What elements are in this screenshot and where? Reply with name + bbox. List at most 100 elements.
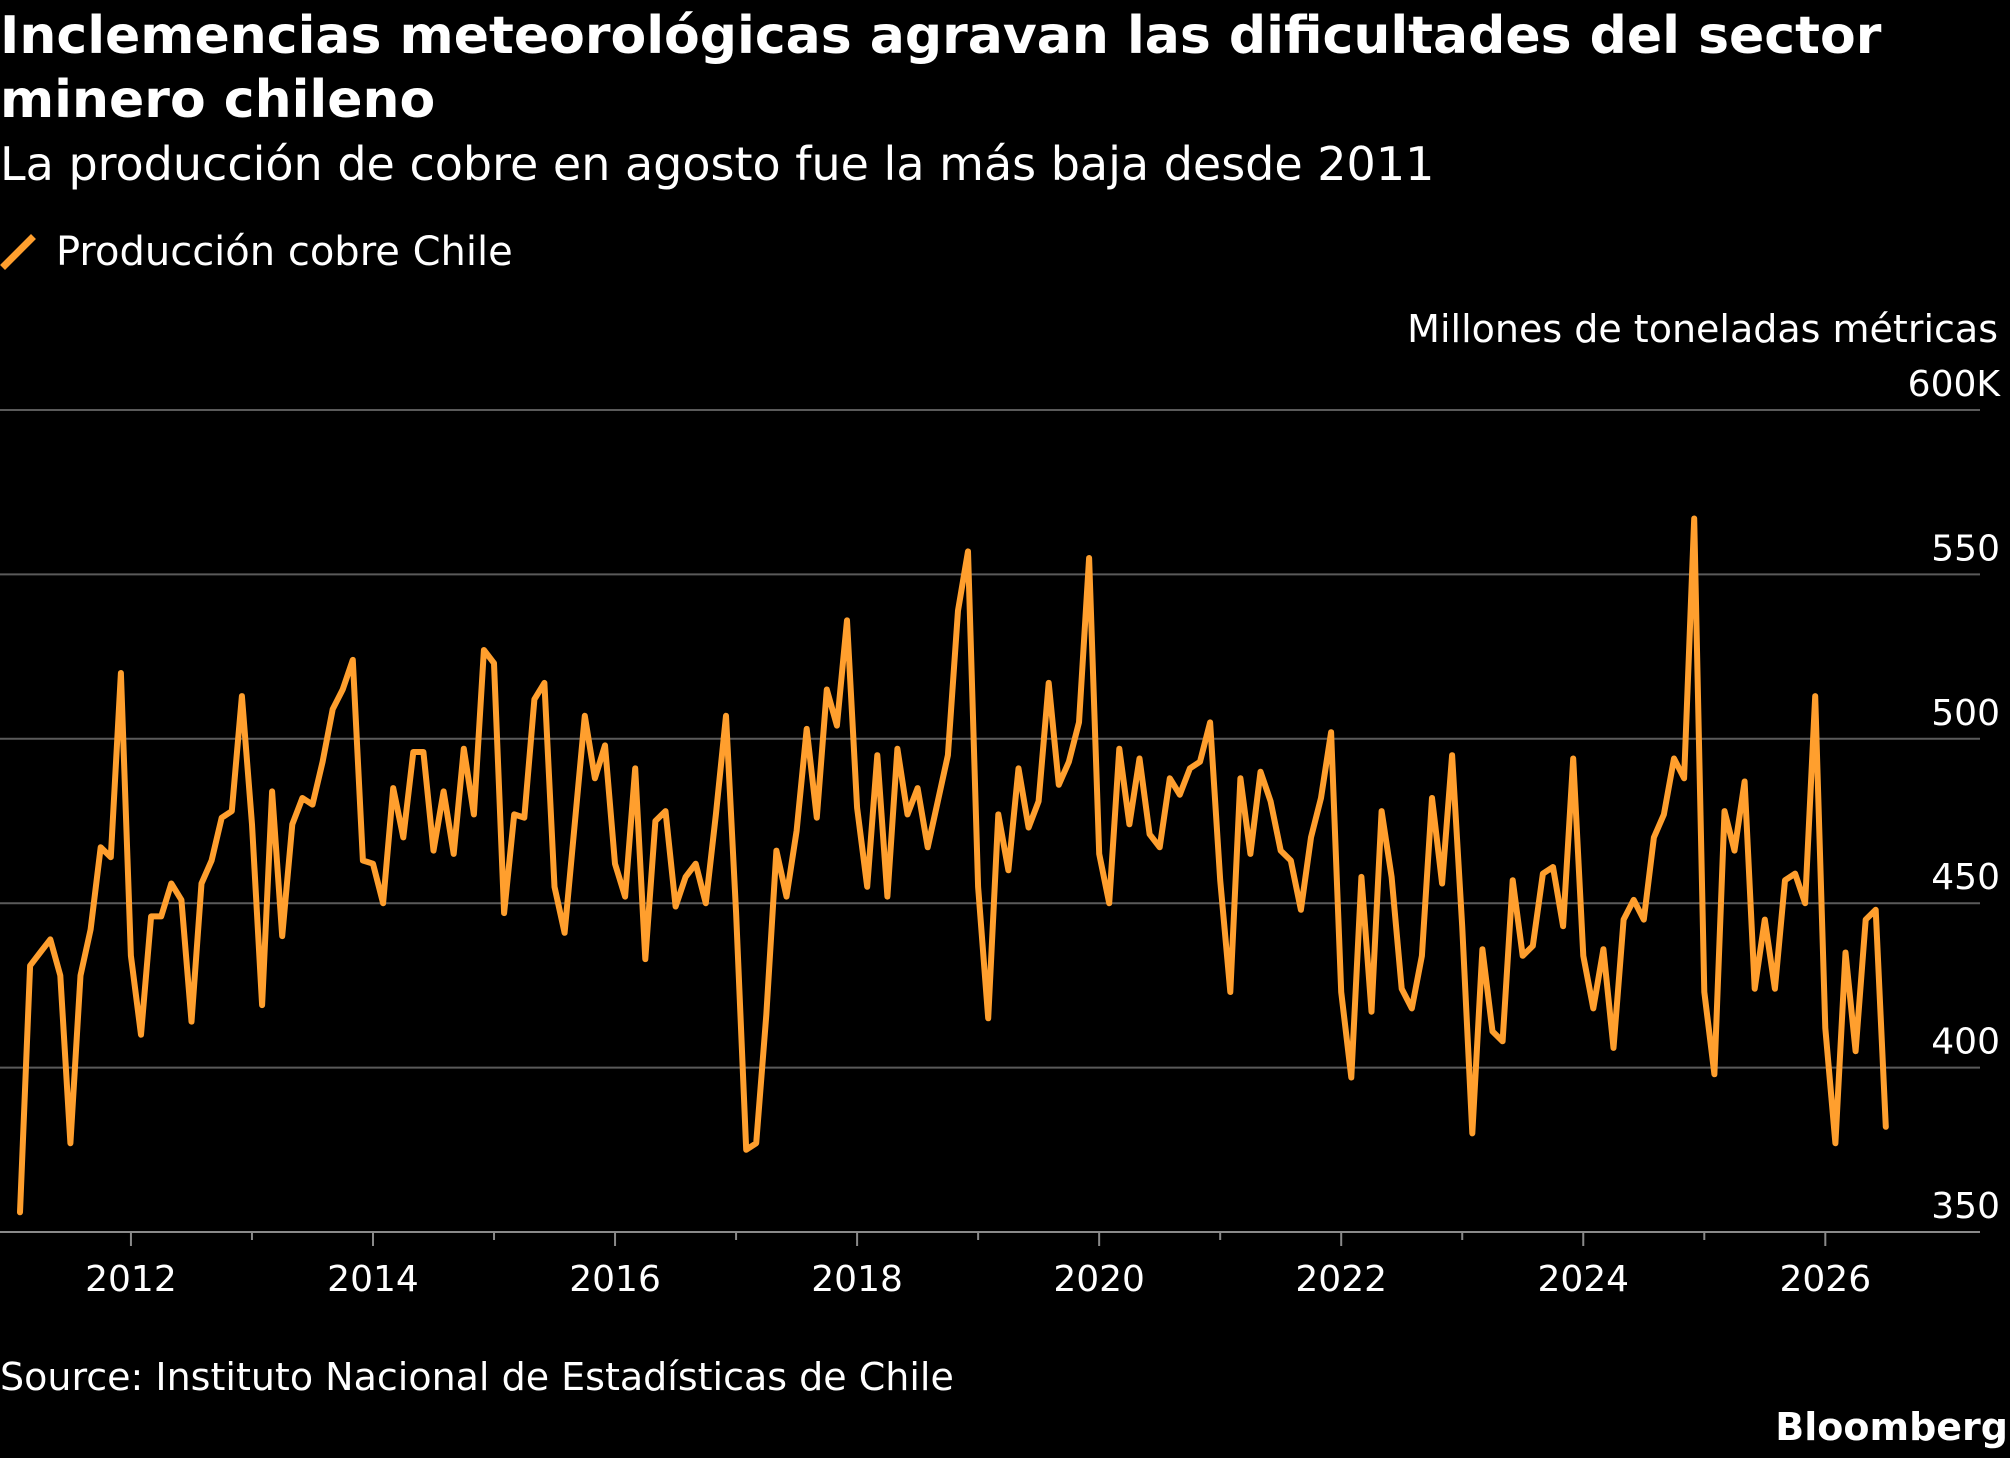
data-point: [370, 861, 376, 867]
data-point: [1429, 795, 1435, 801]
data-point: [975, 884, 981, 890]
data-point: [794, 828, 800, 834]
data-point: [1510, 877, 1516, 883]
data-point: [521, 815, 527, 821]
data-point: [592, 775, 598, 781]
data-point: [1459, 923, 1465, 929]
data-point: [1772, 986, 1778, 992]
x-tick-label: 2020: [1053, 1259, 1145, 1300]
series-layer: [17, 515, 1889, 1216]
data-point: [1399, 986, 1405, 992]
data-point: [622, 894, 628, 900]
data-point: [1389, 874, 1395, 880]
data-point: [461, 746, 467, 752]
data-point: [420, 749, 426, 755]
data-point: [1237, 775, 1243, 781]
data-point: [531, 696, 537, 702]
data-point: [1742, 779, 1748, 785]
data-point: [1490, 1028, 1496, 1034]
data-point: [168, 881, 174, 887]
data-point: [178, 897, 184, 903]
x-tick-label: 2024: [1537, 1259, 1629, 1300]
data-point: [915, 785, 921, 791]
data-point: [128, 953, 134, 959]
data-point: [1026, 825, 1032, 831]
data-point: [410, 749, 416, 755]
data-point: [814, 815, 820, 821]
data-point: [451, 851, 457, 857]
data-point: [763, 1012, 769, 1018]
data-point: [985, 1015, 991, 1021]
legend-line-swatch: [0, 234, 36, 270]
data-point: [1056, 782, 1062, 788]
data-point: [1217, 877, 1223, 883]
data-point: [1691, 516, 1697, 522]
data-point: [98, 844, 104, 850]
data-point: [1661, 811, 1667, 817]
data-point: [1621, 917, 1627, 923]
data-point: [400, 834, 406, 840]
data-point: [1651, 834, 1657, 840]
chart-title: Inclemencias meteorológicas agravan las …: [0, 6, 1882, 130]
data-point: [320, 759, 326, 765]
data-point: [1600, 946, 1606, 952]
x-tick-label: 2022: [1295, 1259, 1387, 1300]
data-point: [562, 930, 568, 936]
data-point: [955, 608, 961, 614]
data-point: [1822, 1025, 1828, 1031]
data-point: [1096, 851, 1102, 857]
y-tick-label: 400: [1931, 1022, 2000, 1063]
data-point: [431, 848, 437, 854]
data-point: [965, 548, 971, 554]
data-point: [108, 854, 114, 860]
data-point: [673, 904, 679, 910]
data-point: [57, 973, 63, 979]
data-point: [1752, 986, 1758, 992]
data-point: [632, 765, 638, 771]
x-tick-label: 2012: [85, 1259, 177, 1300]
data-point: [602, 742, 608, 748]
data-point: [380, 900, 386, 906]
data-point: [652, 818, 658, 824]
data-point: [249, 821, 255, 827]
source-note: Source: Instituto Nacional de Estadístic…: [0, 1355, 954, 1399]
data-point: [1701, 989, 1707, 995]
data-point: [1671, 756, 1677, 762]
data-point: [209, 858, 215, 864]
data-point: [1550, 864, 1556, 870]
data-point: [824, 687, 830, 693]
data-point: [1278, 848, 1284, 854]
data-point: [905, 811, 911, 817]
data-point: [1016, 765, 1022, 771]
data-point: [1167, 775, 1173, 781]
data-point: [1560, 923, 1566, 929]
data-point: [1379, 808, 1385, 814]
data-point: [199, 881, 205, 887]
data-point: [935, 798, 941, 804]
data-point: [854, 805, 860, 811]
data-point: [511, 811, 517, 817]
data-point: [1832, 1140, 1838, 1146]
data-point: [1883, 1124, 1889, 1130]
data-point: [1126, 821, 1132, 827]
data-point: [1247, 851, 1253, 857]
x-tick-label: 2014: [327, 1259, 419, 1300]
series-line-produccion-cobre-chile: [17, 515, 1889, 1216]
data-point: [1853, 1048, 1859, 1054]
chart-subtitle: La producción de cobre en agosto fue la …: [0, 137, 1435, 191]
data-point: [1328, 729, 1334, 735]
data-point: [1792, 871, 1798, 877]
y-tick-label: 450: [1931, 857, 2000, 898]
data-point: [27, 963, 33, 969]
data-point: [1469, 1130, 1475, 1136]
data-point: [47, 936, 53, 942]
data-point: [491, 660, 497, 666]
data-point: [1681, 775, 1687, 781]
data-point: [1288, 858, 1294, 864]
data-point: [1147, 831, 1153, 837]
x-axis: 2012 2014 2016 2018 2020 2022 2024 2026: [85, 1232, 1871, 1300]
data-point: [1005, 867, 1011, 873]
data-point: [1197, 759, 1203, 765]
data-point: [441, 788, 447, 794]
data-point: [582, 713, 588, 719]
